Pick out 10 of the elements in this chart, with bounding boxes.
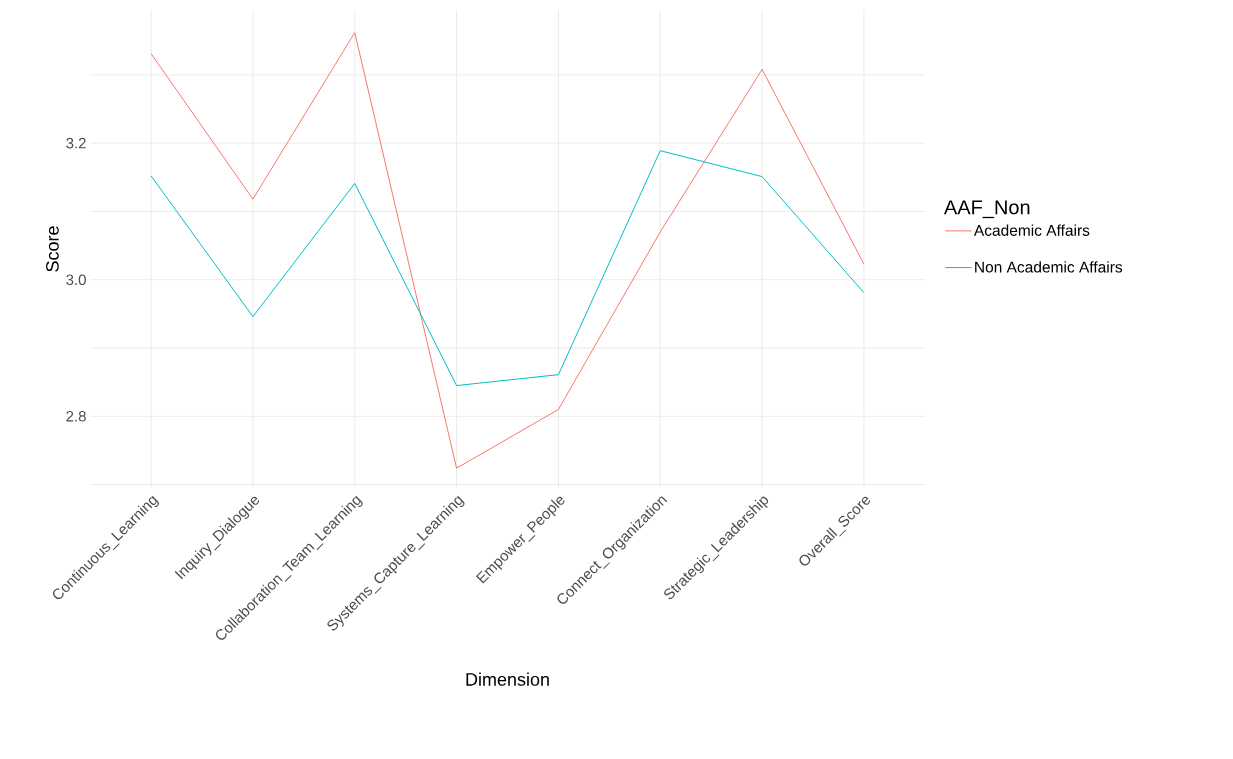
legend-label: Academic Affairs xyxy=(973,224,1090,236)
line-series xyxy=(150,150,865,387)
y-tick-label: 3.0 xyxy=(66,274,86,286)
y-tick-label: 3.2 xyxy=(66,137,86,149)
x-axis-title: Dimension xyxy=(466,672,549,686)
line-series xyxy=(150,32,865,469)
y-tick-label: 2.8 xyxy=(66,410,86,422)
y-axis-title: Score xyxy=(46,226,59,272)
legend-label: Non Academic Affairs xyxy=(975,261,1123,273)
legend-title: AAF_Non xyxy=(943,200,1030,219)
